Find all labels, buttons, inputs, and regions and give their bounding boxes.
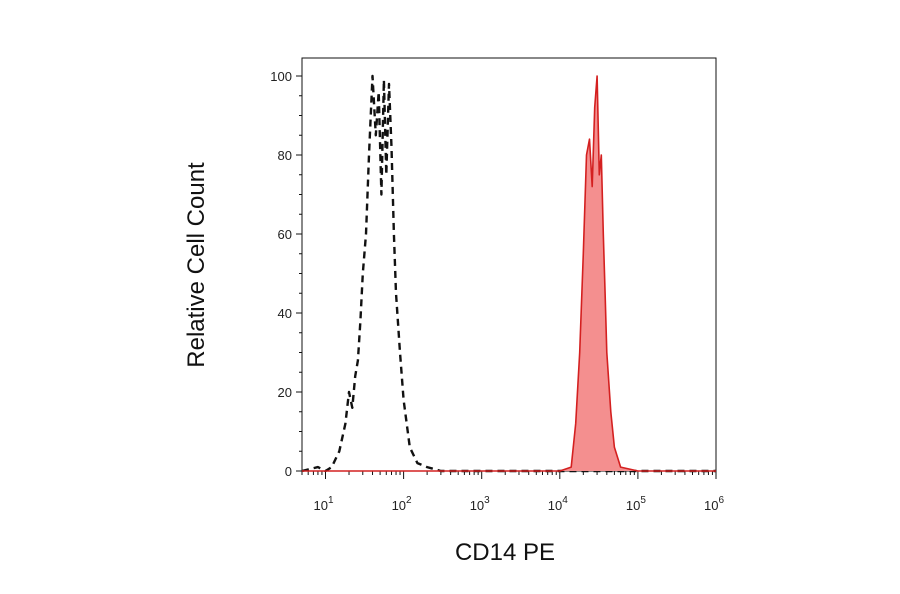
x-tick-label: 101 xyxy=(313,495,333,513)
y-tick-label: 60 xyxy=(278,227,292,242)
x-tick-label: 104 xyxy=(548,495,568,513)
stained-histogram-fill xyxy=(302,76,716,471)
y-tick-label: 0 xyxy=(285,464,292,479)
x-tick-label: 102 xyxy=(392,495,412,513)
x-tick-label: 103 xyxy=(470,495,490,513)
x-tick-label: 106 xyxy=(704,495,724,513)
x-tick-label: 105 xyxy=(626,495,646,513)
x-axis-title: CD14 PE xyxy=(455,539,555,566)
y-tick-label: 100 xyxy=(270,69,292,84)
y-axis-title: Relative Cell Count xyxy=(183,162,210,368)
y-axis-ticks: 0 20 40 60 80 100 xyxy=(270,69,302,479)
y-tick-label: 40 xyxy=(278,306,292,321)
negative-control-histogram-line xyxy=(301,74,716,473)
series-layer xyxy=(301,74,716,473)
stained-histogram-line xyxy=(302,75,716,472)
x-axis-ticks: 101 102 103 104 105 106 xyxy=(301,471,724,513)
y-tick-label: 80 xyxy=(278,148,292,163)
y-tick-label: 20 xyxy=(278,385,292,400)
